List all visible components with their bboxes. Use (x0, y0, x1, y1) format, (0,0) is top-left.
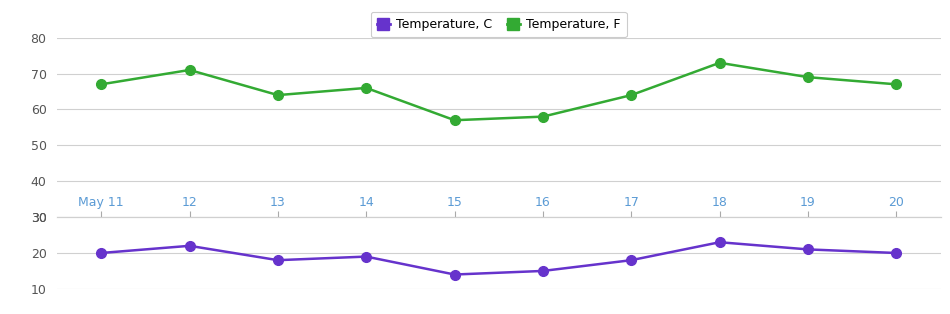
Legend: Temperature, C, Temperature, F: Temperature, C, Temperature, F (370, 12, 627, 37)
